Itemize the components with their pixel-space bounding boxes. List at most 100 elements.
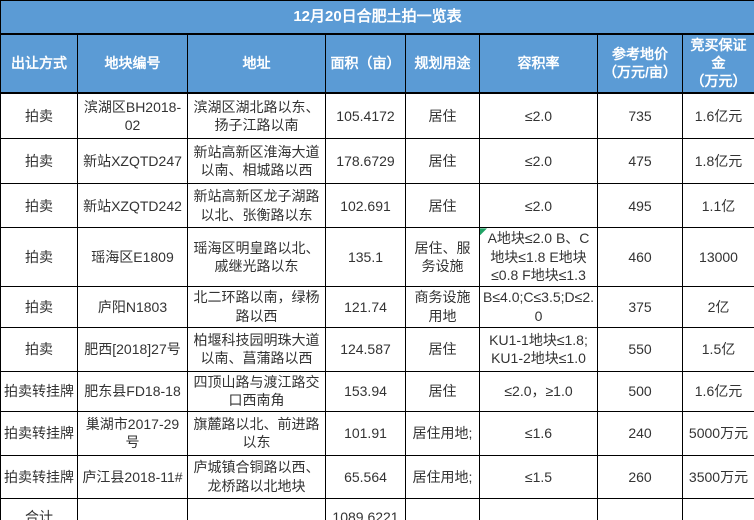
col-header-price: 参考地价 （万元/亩） xyxy=(597,32,683,94)
cell-deposit: 2亿 xyxy=(682,285,754,328)
title-row: 12月20日合肥土拍一览表 xyxy=(0,0,754,35)
cell-method: 拍卖转挂牌 xyxy=(0,454,78,499)
cell-far: ≤2.0 xyxy=(479,92,598,140)
cell-plot: 庐江县2018-11# xyxy=(77,454,188,499)
cell-area: 135.1 xyxy=(325,227,406,287)
cell-deposit: 13000 xyxy=(682,227,754,287)
cell-method: 拍卖 xyxy=(0,326,78,372)
cell-address: 旗麓路以北、前进路以东 xyxy=(187,410,326,456)
cell-address: 北二环路以南，绿杨路以西 xyxy=(187,285,326,328)
cell-use: 居住用地; xyxy=(405,410,480,456)
cell-plot: 肥西[2018]27号 xyxy=(77,326,188,372)
cell-use xyxy=(405,497,480,520)
cell-price: 375 xyxy=(597,285,683,328)
cell-plot: 新站XZQTD247 xyxy=(77,138,188,185)
cell-method: 拍卖转挂牌 xyxy=(0,370,78,412)
cell-deposit: 1.8亿元 xyxy=(682,138,754,185)
col-header-plot: 地块编号 xyxy=(77,32,188,94)
cell-price: 550 xyxy=(597,326,683,372)
cell-deposit: 5000万元 xyxy=(682,410,754,456)
cell-use: 居住 xyxy=(405,183,480,229)
cell-plot xyxy=(77,497,188,520)
cell-price: 735 xyxy=(597,92,683,140)
cell-price: 500 xyxy=(597,370,683,412)
cell-address: 新站高新区淮海大道以南、相城路以西 xyxy=(187,138,326,185)
cell-address: 庐城镇合铜路以西、龙桥路以北地块 xyxy=(187,454,326,499)
cell-plot: 肥东县FD18-18 xyxy=(77,370,188,412)
cell-method: 拍卖 xyxy=(0,92,78,140)
cell-far: ≤1.6 xyxy=(479,410,598,456)
cell-far: KU1-1地块≤1.8; KU1-2地块≤1.0 xyxy=(479,326,598,372)
cell-plot: 新站XZQTD242 xyxy=(77,183,188,229)
cell-price: 495 xyxy=(597,183,683,229)
total-row: 合计 1089.6221 xyxy=(0,497,754,520)
cell-use: 商务设施用地 xyxy=(405,285,480,328)
cell-use: 居住、服务设施 xyxy=(405,227,480,287)
cell-price: 460 xyxy=(597,227,683,287)
cell-far: A地块≤2.0 B、C地块≤1.8 E地块≤0.8 F地块≤1.3 xyxy=(479,227,598,287)
cell-area: 121.74 xyxy=(325,285,406,328)
cell-far: ≤2.0 xyxy=(479,138,598,185)
cell-deposit: 1.5亿 xyxy=(682,326,754,372)
cell-deposit: 1.6亿元 xyxy=(682,370,754,412)
cell-plot: 瑶海区E1809 xyxy=(77,227,188,287)
cell-price xyxy=(597,497,683,520)
table-row: 拍卖转挂牌 庐江县2018-11# 庐城镇合铜路以西、龙桥路以北地块 65.564 居住… xyxy=(0,454,754,499)
table-row: 拍卖 瑶海区E1809 瑶海区明皇路以北、戚继光路以东 135.1 居住、服务设施 A地块… xyxy=(0,227,754,287)
col-header-use: 规划用途 xyxy=(405,32,480,94)
cell-method: 拍卖 xyxy=(0,138,78,185)
cell-method: 拍卖转挂牌 xyxy=(0,410,78,456)
cell-error-flag-icon xyxy=(480,228,487,236)
cell-method: 拍卖 xyxy=(0,227,78,287)
cell-area: 101.91 xyxy=(325,410,406,456)
table-title: 12月20日合肥土拍一览表 xyxy=(0,0,754,35)
table-row: 拍卖转挂牌 巢湖市2017-29号 旗麓路以北、前进路以东 101.91 居住用地; ≤1… xyxy=(0,410,754,456)
cell-far: ≤2.0 xyxy=(479,183,598,229)
cell-address: 新站高新区龙子湖路以北、张衡路以东 xyxy=(187,183,326,229)
cell-address: 滨湖区湖北路以东、扬子江路以南 xyxy=(187,92,326,140)
col-header-area: 面积（亩） xyxy=(325,32,406,94)
cell-method: 拍卖 xyxy=(0,183,78,229)
table-row: 拍卖 滨湖区BH2018-02 滨湖区湖北路以东、扬子江路以南 105.4172 居住 ≤… xyxy=(0,92,754,140)
cell-deposit: 3500万元 xyxy=(682,454,754,499)
cell-far: ≤2.0，≥1.0 xyxy=(479,370,598,412)
cell-area: 1089.6221 xyxy=(325,497,406,520)
cell-address: 柏堰科技园明珠大道以南、菖蒲路以西 xyxy=(187,326,326,372)
col-header-far: 容积率 xyxy=(479,32,598,94)
cell-address xyxy=(187,497,326,520)
cell-area: 153.94 xyxy=(325,370,406,412)
cell-use: 居住 xyxy=(405,138,480,185)
table-row: 拍卖 新站XZQTD242 新站高新区龙子湖路以北、张衡路以东 102.691 居住 ≤2… xyxy=(0,183,754,229)
cell-use: 居住 xyxy=(405,92,480,140)
cell-plot: 巢湖市2017-29号 xyxy=(77,410,188,456)
col-header-address: 地址 xyxy=(187,32,326,94)
cell-address: 四顶山路与渡江路交口西南角 xyxy=(187,370,326,412)
col-header-deposit: 竞买保证金 （万元） xyxy=(682,32,754,94)
header-row: 出让方式 地块编号 地址 面积（亩） 规划用途 容积率 参考地价 （万元/亩） 竞买保证金 （… xyxy=(0,32,754,94)
table-row: 拍卖 庐阳N1803 北二环路以南，绿杨路以西 121.74 商务设施用地 B≤4.0;C… xyxy=(0,285,754,328)
table-row: 拍卖转挂牌 肥东县FD18-18 四顶山路与渡江路交口西南角 153.94 居住 ≤2.0… xyxy=(0,370,754,412)
table-row: 拍卖 肥西[2018]27号 柏堰科技园明珠大道以南、菖蒲路以西 124.587 居住 K… xyxy=(0,326,754,372)
cell-far: B≤4.0;C≤3.5;D≤2.0 xyxy=(479,285,598,328)
cell-use: 居住 xyxy=(405,370,480,412)
cell-method: 拍卖 xyxy=(0,285,78,328)
cell-plot: 庐阳N1803 xyxy=(77,285,188,328)
cell-price: 475 xyxy=(597,138,683,185)
cell-area: 65.564 xyxy=(325,454,406,499)
cell-area: 124.587 xyxy=(325,326,406,372)
cell-method: 合计 xyxy=(0,497,78,520)
col-header-method: 出让方式 xyxy=(0,32,78,94)
cell-plot: 滨湖区BH2018-02 xyxy=(77,92,188,140)
cell-area: 102.691 xyxy=(325,183,406,229)
cell-far: ≤1.5 xyxy=(479,454,598,499)
cell-deposit: 1.1亿 xyxy=(682,183,754,229)
cell-price: 260 xyxy=(597,454,683,499)
cell-price: 240 xyxy=(597,410,683,456)
cell-deposit xyxy=(682,497,754,520)
table-row: 拍卖 新站XZQTD247 新站高新区淮海大道以南、相城路以西 178.6729 居住 ≤… xyxy=(0,138,754,185)
cell-address: 瑶海区明皇路以北、戚继光路以东 xyxy=(187,227,326,287)
cell-far xyxy=(479,497,598,520)
cell-deposit: 1.6亿元 xyxy=(682,92,754,140)
